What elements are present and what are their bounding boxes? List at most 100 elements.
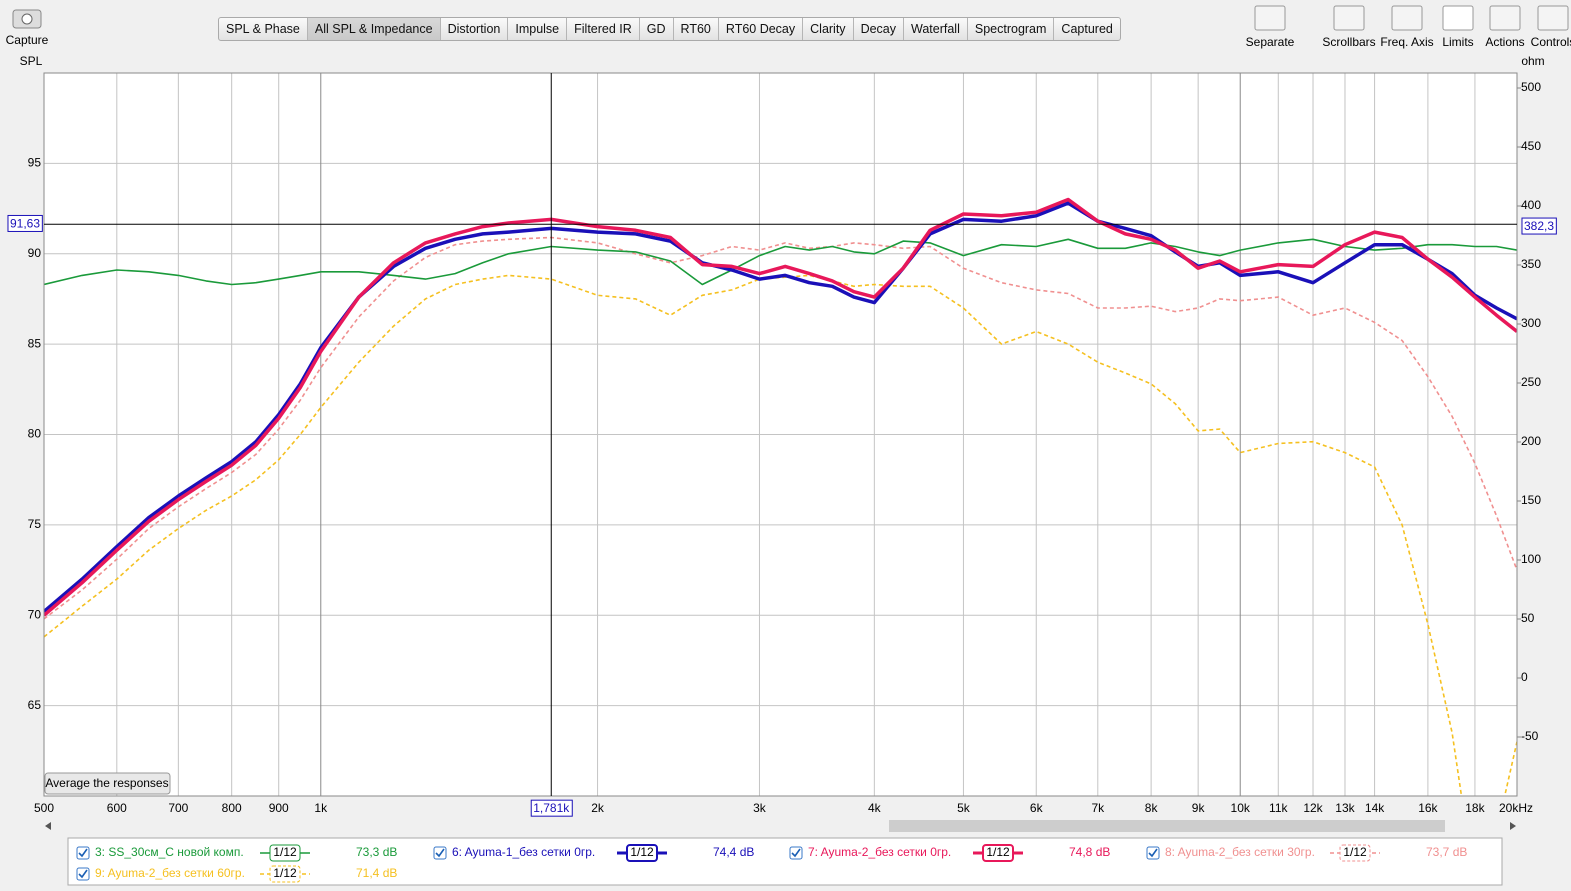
icon-frame[interactable] [1489,5,1521,31]
h-scrollbar[interactable] [45,820,1516,832]
legend-name[interactable]: 6: Ayuma-1_без сетки 0гр. [452,845,595,859]
x-tick-label: 6k [1030,801,1044,815]
legend-checkbox[interactable] [1146,846,1160,860]
capture-label[interactable]: Capture [6,33,49,47]
icon-frame[interactable] [1537,5,1569,31]
tab[interactable]: Clarity [803,18,854,40]
toolbar-button-icon[interactable] [1391,5,1423,31]
y2-tick-label: 450 [1521,139,1541,153]
legend-entry[interactable]: 8: Ayuma-2_без сетки 30гр. 1/12 73,7 dB [1146,844,1467,862]
icon-frame[interactable] [1442,5,1474,31]
x-tick-label: 1k [314,801,328,815]
legend-smoothing[interactable]: 1/12 [1343,845,1367,859]
y2-tick-label: 200 [1521,434,1541,448]
legend-entry[interactable]: 6: Ayuma-1_без сетки 0гр. 1/12 74,4 dB [433,844,754,862]
legend-name[interactable]: 9: Ayuma-2_без сетки 60гр. [95,866,245,880]
x-tick-label: 18k [1465,801,1485,815]
toolbar-button-label[interactable]: Limits [1442,35,1473,49]
plot-frame [43,72,1518,797]
tab[interactable]: Distortion [441,18,509,40]
legend-smoothing[interactable]: 1/12 [273,845,297,859]
legend-smoothing[interactable]: 1/12 [630,845,654,859]
legend-smoothing[interactable]: 1/12 [986,845,1010,859]
x-tick-label: 4k [868,801,882,815]
legend-checkbox[interactable] [789,846,803,860]
legend-check[interactable] [791,848,801,858]
cursor-label-box [7,214,43,232]
average-button-label[interactable]: Average the responses [45,776,168,790]
legend-check[interactable] [78,848,88,858]
icon-frame[interactable] [1254,5,1286,31]
capture-icon[interactable] [12,9,42,29]
legend-checkbox[interactable] [76,846,90,860]
legend-checkbox[interactable] [76,867,90,881]
legend-name[interactable]: 7: Ayuma-2_без сетки 0гр. [808,845,951,859]
legend-check[interactable] [435,848,445,858]
tab[interactable]: Waterfall [904,18,968,40]
toolbar-button-icon[interactable] [1537,5,1569,31]
legend-smoothing-box[interactable] [982,844,1014,862]
toolbar-button-label[interactable]: Freq. Axis [1380,35,1433,49]
legend-level: 74,4 dB [713,845,754,859]
toolbar-button-label[interactable]: Controls [1531,35,1571,49]
legend-smoothing[interactable]: 1/12 [273,866,297,880]
y2-tick-label: 400 [1521,198,1541,212]
legend-level: 74,8 dB [1069,845,1110,859]
toolbar-button-icon[interactable] [1442,5,1474,31]
cursor-label-box [1521,217,1557,235]
legend-entry[interactable]: 3: SS_30см_C новой комп. 1/12 73,3 dB [76,844,397,862]
legend-check[interactable] [1148,848,1158,858]
tab[interactable]: All SPL & Impedance [307,18,441,40]
x-tick-label: 13k [1335,801,1355,815]
tab[interactable]: Impulse [508,18,568,40]
toolbar-button-label[interactable]: Scrollbars [1322,35,1375,49]
tab[interactable]: RT60 [674,18,719,40]
tab[interactable]: Spectrogram [968,18,1055,40]
legend-smoothing-box[interactable] [269,865,301,883]
toolbar-button-icon[interactable] [1333,5,1365,31]
icon-frame[interactable] [1333,5,1365,31]
toolbar-button-label[interactable]: Actions [1485,35,1524,49]
legend-name[interactable]: 3: SS_30см_C новой комп. [95,845,244,859]
legend-entry[interactable]: 7: Ayuma-2_без сетки 0гр. 1/12 74,8 dB [789,844,1110,862]
y2-axis-title: ohm [1521,54,1544,68]
legend-level: 71,4 dB [356,866,397,880]
x-tick-label: 11k [1269,801,1288,815]
toolbar-button-icon[interactable] [1489,5,1521,31]
series-line [44,238,1517,286]
legend-smoothing-box[interactable] [1339,844,1371,862]
legend-smoothing-box[interactable] [626,844,658,862]
tab[interactable]: Decay [854,18,904,40]
legend-check[interactable] [78,869,88,879]
x-tick-label: 500 [34,801,54,815]
y2-tick-label: 350 [1521,257,1541,271]
tab[interactable]: Captured [1061,22,1113,36]
legend-entry[interactable]: 9: Ayuma-2_без сетки 60гр. 1/12 71,4 dB [76,865,397,883]
tab[interactable]: GD [640,18,674,40]
x-tick-label: 10k [1231,801,1251,815]
cursor-label: 91,63 [10,216,40,230]
tab[interactable]: RT60 Decay [719,18,804,40]
average-button[interactable]: Average the responses [44,772,171,795]
toolbar-button-label[interactable]: Separate [1246,35,1295,49]
tab[interactable]: Filtered IR [567,18,640,40]
icon-frame[interactable] [1391,5,1423,31]
toolbar-button-icon[interactable] [1254,5,1286,31]
y2-tick-label: -50 [1521,729,1539,743]
x-tick-label: 20kHz [1499,801,1533,815]
legend-panel [67,837,1503,886]
legend-name[interactable]: 8: Ayuma-2_без сетки 30гр. [1165,845,1315,859]
x-tick-label: 9k [1192,801,1206,815]
y2-tick-label: 250 [1521,375,1541,389]
legend-checkbox[interactable] [433,846,447,860]
x-tick-label: 14k [1365,801,1385,815]
y-tick-label: 80 [28,427,42,441]
tab[interactable]: SPL & Phase [219,18,308,40]
x-tick-label: 900 [269,801,289,815]
x-tick-label: 700 [168,801,188,815]
x-tick-label: 12k [1303,801,1323,815]
cursor-label-box [530,799,573,817]
legend-smoothing-box[interactable] [269,844,301,862]
